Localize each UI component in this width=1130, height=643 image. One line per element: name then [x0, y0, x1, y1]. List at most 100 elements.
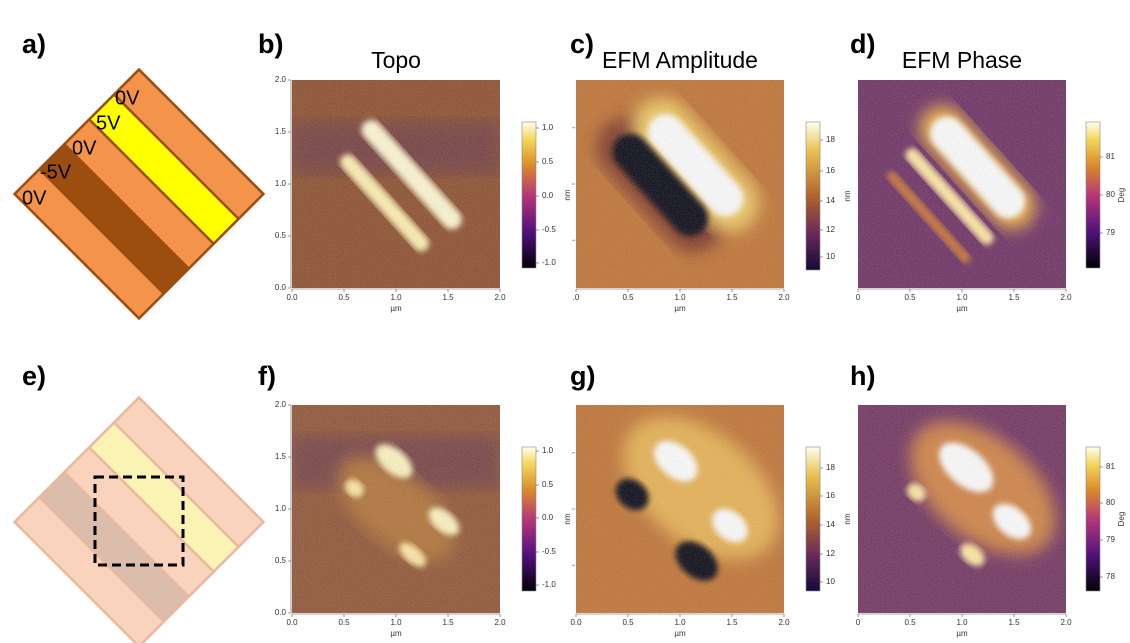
colorbar-tick-label: -1.0: [542, 580, 556, 589]
colorbar-tick-label: 78: [1106, 572, 1115, 581]
x-tick-label: 0.5: [904, 618, 916, 627]
x-tick-label: .0: [573, 293, 580, 302]
x-tick-label: 0.5: [622, 618, 634, 627]
colorbar-tick-label: 1.0: [542, 123, 554, 132]
panel-label: d): [850, 29, 875, 59]
y-tick-label: 1.0: [275, 504, 287, 513]
x-tick-label: 1.5: [1008, 293, 1020, 302]
panel-title: EFM Amplitude: [602, 47, 758, 73]
colorbar-tick-label: -0.5: [542, 547, 556, 556]
colorbar-tick-label: 80: [1106, 498, 1115, 507]
colorbar-tick-label: 80: [1106, 190, 1115, 199]
x-tick-label: 1.5: [442, 618, 454, 627]
x-tick-label: 1.5: [726, 293, 738, 302]
image-noise: [858, 405, 1066, 613]
colorbar-tick-label: 12: [826, 549, 835, 558]
colorbar: [1085, 121, 1101, 269]
x-tick-label: 0: [856, 618, 861, 627]
colorbar-tick-label: 14: [826, 520, 835, 529]
x-tick-label: 1.0: [390, 618, 402, 627]
device-diagram: [12, 67, 266, 321]
y-tick-label: 1.5: [275, 452, 287, 461]
x-tick-label: 2.0: [494, 618, 506, 627]
colorbar: [521, 121, 537, 269]
colorbar-tick-label: 18: [826, 135, 835, 144]
x-axis-label: µm: [674, 304, 686, 313]
scan-area: [93, 475, 185, 567]
x-tick-label: 1.0: [674, 618, 686, 627]
panel-label: g): [570, 361, 595, 391]
colorbar-tick-label: 0.0: [542, 513, 554, 522]
voltage-label: 0V: [115, 87, 140, 109]
x-tick-label: 2.0: [1060, 293, 1072, 302]
colorbar-unit: nm: [843, 190, 852, 201]
colorbar-tick-label: 81: [1106, 152, 1115, 161]
afm-image: [292, 80, 500, 288]
afm-image: [858, 405, 1066, 613]
x-tick-label: 0.0: [286, 293, 298, 302]
x-tick-label: 1.0: [390, 293, 402, 302]
colorbar-tick-label: 79: [1106, 535, 1115, 544]
x-tick-label: 0.5: [338, 293, 350, 302]
x-axis-label: µm: [956, 629, 968, 638]
panel-label: c): [570, 29, 594, 59]
colorbar-unit: nm: [563, 189, 572, 200]
y-tick-label: 0.0: [275, 283, 287, 292]
colorbar: [805, 446, 821, 592]
afm-image: [292, 405, 500, 613]
x-axis-label: µm: [674, 629, 686, 638]
panel-label: e): [22, 361, 46, 391]
x-axis-label: µm: [390, 304, 402, 313]
afm-image: [576, 80, 784, 288]
x-tick-label: 1.5: [442, 293, 454, 302]
afm-image: [858, 80, 1066, 288]
colorbar: [1085, 446, 1101, 592]
x-tick-label: 2.0: [1060, 618, 1072, 627]
colorbar-tick-label: 0.0: [542, 191, 554, 200]
colorbar-tick-label: -0.5: [542, 225, 556, 234]
panel-title: Topo: [371, 47, 421, 73]
image-noise: [576, 80, 784, 288]
x-tick-label: 2.0: [494, 293, 506, 302]
x-axis-label: µm: [956, 304, 968, 313]
panel-label: h): [850, 361, 875, 391]
voltage-label: 0V: [22, 187, 47, 209]
x-tick-label: 0.0: [286, 618, 298, 627]
colorbar: [521, 446, 537, 592]
voltage-label: 5V: [96, 112, 121, 134]
panel-label: f): [258, 361, 276, 391]
colorbar-tick-label: 1.0: [542, 446, 554, 455]
x-tick-label: 1.5: [726, 618, 738, 627]
colorbar-unit: Deg: [1117, 512, 1126, 527]
colorbar-unit: nm: [563, 513, 572, 524]
colorbar-tick-label: 79: [1106, 228, 1115, 237]
y-tick-label: 2.0: [275, 400, 287, 409]
colorbar-tick-label: 10: [826, 252, 835, 261]
colorbar-tick-label: 16: [826, 166, 835, 175]
x-axis-label: µm: [390, 629, 402, 638]
y-tick-label: 1.5: [275, 127, 287, 136]
panel-label: a): [22, 29, 46, 59]
x-tick-label: 0: [856, 293, 861, 302]
colorbar-unit: nm: [843, 513, 852, 524]
colorbar-tick-label: 12: [826, 225, 835, 234]
colorbar: [805, 121, 821, 271]
x-tick-label: 1.0: [956, 618, 968, 627]
y-tick-label: 0.5: [275, 556, 287, 565]
x-tick-label: 1.0: [674, 293, 686, 302]
colorbar-tick-label: 18: [826, 463, 835, 472]
x-tick-label: 2.0: [778, 618, 790, 627]
y-tick-label: 0.0: [275, 608, 287, 617]
x-tick-label: 1.0: [956, 293, 968, 302]
afm-image: [576, 405, 784, 613]
image-noise: [292, 80, 500, 288]
device-diagram-faded: [12, 395, 266, 643]
image-noise: [576, 405, 784, 613]
y-tick-label: 1.0: [275, 179, 287, 188]
x-tick-label: 0.5: [904, 293, 916, 302]
x-tick-label: 2.0: [778, 293, 790, 302]
x-tick-label: 0.5: [338, 618, 350, 627]
panel-label: b): [258, 29, 283, 59]
colorbar-tick-label: 16: [826, 491, 835, 500]
